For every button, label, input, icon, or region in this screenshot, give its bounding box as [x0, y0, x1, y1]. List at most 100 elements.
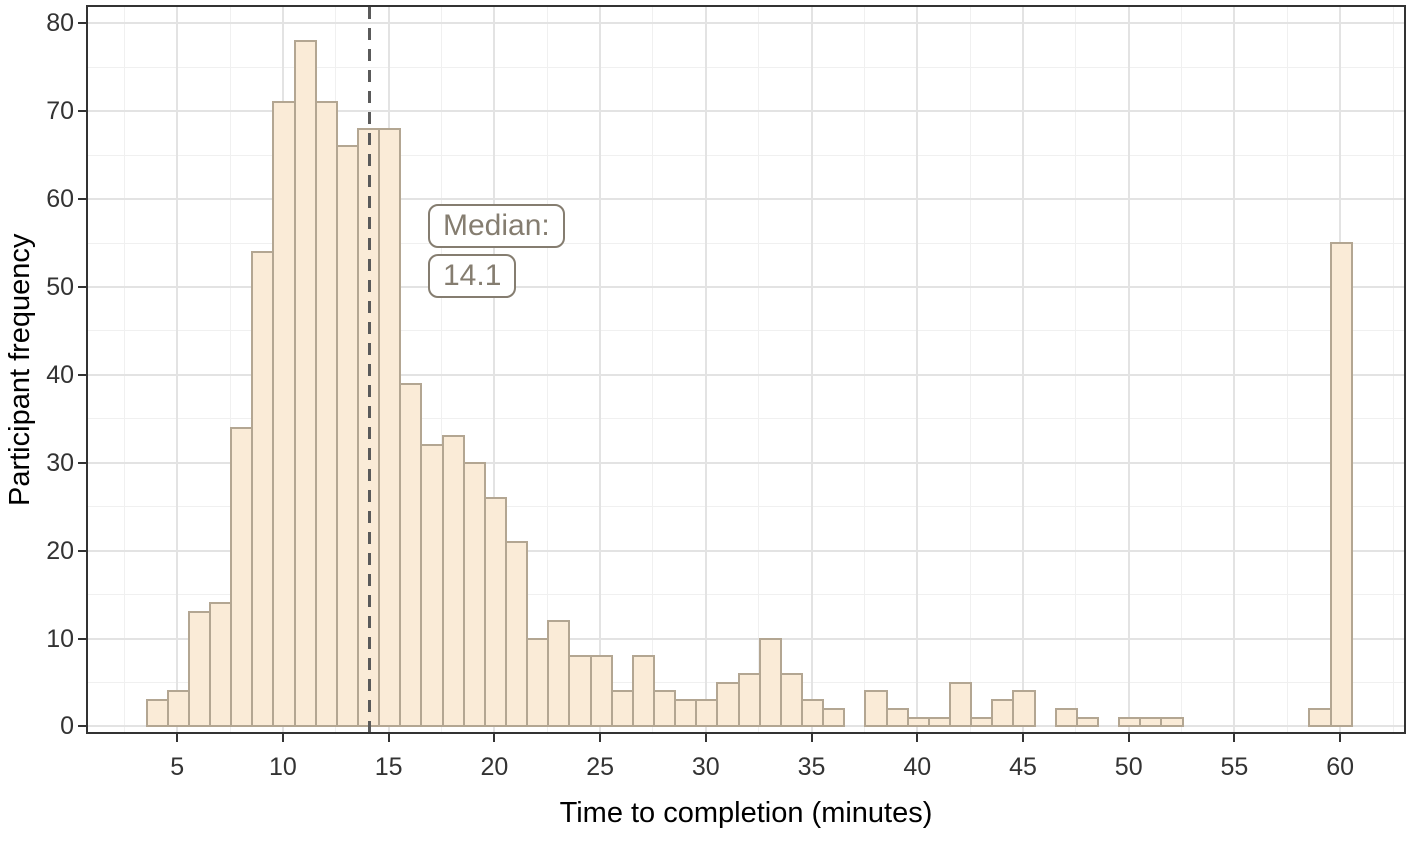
x-gridline-minor	[969, 7, 971, 732]
histogram-bar	[716, 681, 740, 728]
histogram-bar	[399, 382, 423, 728]
y-tick-mark	[78, 285, 86, 288]
x-gridline-minor	[229, 7, 231, 732]
x-gridline-minor	[652, 7, 654, 732]
x-gridline-major	[704, 7, 707, 732]
y-tick-mark	[78, 637, 86, 640]
y-tick-label: 70	[46, 97, 74, 126]
x-gridline-major	[1021, 7, 1024, 732]
x-axis-title: Time to completion (minutes)	[559, 797, 933, 829]
x-tick-mark	[599, 734, 602, 742]
x-gridline-minor	[123, 7, 125, 732]
x-tick-label: 15	[374, 753, 403, 781]
histogram-bar	[885, 707, 909, 728]
x-tick-label: 50	[1114, 753, 1143, 781]
y-tick-label: 60	[46, 185, 74, 214]
y-tick-mark	[78, 110, 86, 113]
histogram-bar	[610, 690, 634, 728]
histogram-bar	[504, 540, 529, 728]
y-gridline-minor	[88, 330, 1404, 332]
x-gridline-major	[810, 7, 813, 732]
x-gridline-major	[916, 7, 919, 732]
histogram-bar	[420, 444, 444, 728]
y-gridline-minor	[88, 418, 1404, 420]
histogram-bar	[800, 699, 825, 728]
histogram-bar	[272, 101, 296, 728]
histogram-bar	[631, 655, 655, 728]
histogram-bar	[441, 435, 465, 728]
x-tick-mark	[387, 734, 390, 742]
histogram-bar	[1308, 707, 1332, 728]
histogram-bar	[568, 655, 592, 728]
y-gridline-minor	[88, 594, 1404, 596]
x-tick-label: 20	[480, 753, 509, 781]
histogram-bar	[991, 699, 1015, 728]
y-tick-mark	[78, 725, 86, 728]
y-tick-mark	[78, 373, 86, 376]
histogram-bar	[187, 611, 211, 728]
x-gridline-major	[1127, 7, 1130, 732]
y-tick-mark	[78, 549, 86, 552]
histogram-bar	[1012, 690, 1036, 728]
x-tick-label: 10	[269, 753, 297, 781]
y-gridline-minor	[88, 154, 1404, 156]
histogram-bar	[589, 655, 613, 728]
x-tick-label: 40	[903, 753, 932, 781]
x-tick-label: 45	[1009, 753, 1037, 781]
y-tick-label: 80	[46, 9, 74, 38]
histogram-bar	[758, 637, 782, 728]
x-tick-label: 30	[691, 753, 720, 781]
histogram-bar	[864, 690, 888, 728]
x-gridline-minor	[546, 7, 548, 732]
histogram-bar	[1054, 707, 1078, 728]
histogram-bar	[779, 672, 803, 728]
histogram-bar	[1160, 716, 1184, 728]
y-tick-mark	[78, 22, 86, 25]
y-gridline-major	[88, 22, 1404, 25]
histogram-bar	[906, 716, 930, 728]
x-gridline-minor	[758, 7, 760, 732]
y-tick-mark	[78, 198, 86, 201]
x-tick-mark	[176, 734, 179, 742]
histogram-bar	[208, 602, 233, 728]
x-tick-mark	[1021, 734, 1024, 742]
histogram-bar	[230, 426, 254, 728]
histogram-bar	[1139, 716, 1163, 728]
y-tick-label: 20	[46, 536, 74, 565]
y-gridline-major	[88, 285, 1404, 288]
x-gridline-major	[1233, 7, 1236, 732]
histogram-bar	[970, 716, 994, 728]
x-tick-mark	[704, 734, 707, 742]
histogram-bar	[335, 145, 359, 728]
x-tick-mark	[1127, 734, 1130, 742]
x-gridline-minor	[1181, 7, 1183, 732]
histogram-bar	[1329, 242, 1353, 728]
x-gridline-minor	[1286, 7, 1288, 732]
x-tick-mark	[1339, 734, 1342, 742]
y-gridline-major	[88, 549, 1404, 552]
y-gridline-major	[88, 110, 1404, 113]
histogram-bar	[251, 250, 275, 728]
y-gridline-major	[88, 373, 1404, 376]
histogram-bar	[737, 672, 761, 728]
histogram-bar	[1075, 716, 1099, 728]
y-tick-label: 30	[46, 448, 74, 477]
histogram-bar	[695, 699, 719, 728]
histogram-bar	[822, 707, 846, 728]
x-tick-mark	[810, 734, 813, 742]
median-dashed-line	[368, 7, 372, 732]
x-gridline-major	[493, 7, 496, 732]
x-gridline-major	[176, 7, 179, 732]
histogram-bar	[547, 619, 571, 728]
histogram-bar	[526, 637, 550, 728]
x-gridline-major	[599, 7, 602, 732]
x-tick-mark	[1233, 734, 1236, 742]
histogram-bar	[293, 39, 317, 728]
x-tick-label: 55	[1220, 753, 1249, 781]
histogram-bar	[166, 690, 190, 728]
x-gridline-minor	[863, 7, 865, 732]
y-tick-label: 10	[46, 624, 74, 653]
histogram-bar	[948, 681, 973, 728]
x-gridline-minor	[1392, 7, 1394, 732]
